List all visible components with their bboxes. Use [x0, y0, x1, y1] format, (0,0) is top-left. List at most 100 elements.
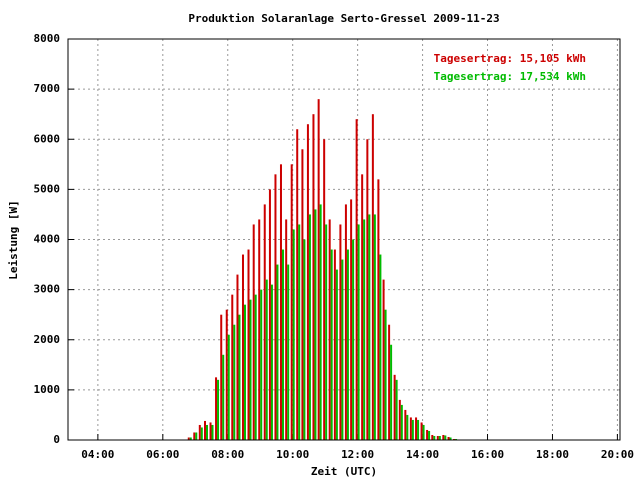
bar	[198, 424, 201, 440]
bar	[258, 219, 261, 440]
bar	[442, 434, 445, 440]
y-tick-label: 3000	[34, 283, 61, 296]
bar	[263, 204, 266, 440]
plot-border	[67, 38, 621, 441]
x-tick-label: 04:00	[81, 448, 114, 461]
x-tick-label: 06:00	[146, 448, 179, 461]
bar	[270, 284, 273, 440]
bar	[433, 435, 436, 440]
bar	[225, 309, 228, 440]
bar	[333, 249, 336, 440]
bar	[382, 279, 385, 440]
bar	[231, 294, 234, 440]
bar	[312, 114, 315, 440]
bar	[187, 437, 190, 440]
bar	[238, 314, 241, 440]
x-tick-label: 08:00	[211, 448, 244, 461]
y-tick-label: 6000	[34, 132, 61, 145]
x-tick-label: 14:00	[406, 448, 439, 461]
bar	[317, 99, 320, 441]
bar	[189, 437, 192, 440]
bar	[285, 219, 288, 440]
bar	[298, 224, 301, 440]
bar	[215, 377, 218, 440]
y-tick-label: 2000	[34, 333, 61, 346]
bar	[211, 424, 214, 440]
bar	[379, 254, 382, 440]
bar	[308, 214, 311, 440]
bar	[357, 224, 360, 440]
bar	[384, 309, 387, 440]
bar	[330, 249, 333, 440]
y-axis-label: Leistung [W]	[7, 200, 20, 279]
bar	[236, 274, 239, 440]
bar	[420, 422, 423, 440]
bar	[417, 419, 420, 440]
bar	[209, 422, 212, 440]
bar	[373, 214, 376, 440]
bar	[428, 430, 431, 440]
bar	[455, 438, 458, 440]
bar	[400, 404, 403, 440]
bar	[368, 214, 371, 440]
bar	[195, 432, 198, 440]
bar	[281, 249, 284, 440]
bar	[222, 354, 225, 440]
bar	[371, 114, 374, 440]
bar	[314, 209, 317, 440]
bar	[303, 239, 306, 440]
bar	[350, 199, 353, 440]
bar	[206, 424, 208, 440]
bar	[227, 334, 230, 440]
bar	[377, 179, 380, 440]
bar	[409, 417, 412, 440]
bar	[422, 424, 425, 440]
bar	[411, 419, 414, 440]
bar	[361, 174, 364, 440]
bar	[243, 304, 246, 440]
y-tick-label: 8000	[34, 32, 61, 45]
bar	[346, 249, 349, 440]
bar	[296, 129, 299, 440]
chart-title: Produktion Solaranlage Serto-Gressel 200…	[188, 12, 499, 25]
legend-entry: Tagesertrag: 17,534 kWh	[434, 70, 586, 83]
bar	[247, 249, 250, 440]
bar	[449, 437, 452, 440]
bar	[355, 119, 358, 440]
bar	[301, 149, 304, 440]
bar	[444, 435, 447, 440]
y-tick-label: 7000	[34, 82, 61, 95]
bar	[268, 189, 271, 440]
bar	[265, 279, 268, 440]
legend-entry: Tagesertrag: 15,105 kWh	[434, 52, 586, 65]
bar	[436, 435, 439, 440]
bar	[276, 264, 279, 440]
bar	[415, 417, 418, 440]
bar	[398, 399, 401, 440]
bar	[290, 164, 293, 440]
bar	[453, 438, 456, 440]
bar	[438, 435, 441, 440]
bar	[328, 219, 331, 440]
bar	[339, 224, 342, 440]
bar	[335, 269, 338, 440]
bar	[390, 344, 393, 440]
y-tick-label: 1000	[34, 383, 61, 396]
bar	[366, 139, 369, 440]
bar	[217, 379, 220, 440]
bar	[388, 324, 391, 440]
bar	[395, 379, 398, 440]
bar	[319, 204, 322, 440]
bar	[306, 124, 309, 441]
bar	[200, 427, 203, 440]
bar	[344, 204, 347, 440]
bar	[292, 229, 295, 440]
y-tick-label: 5000	[34, 182, 61, 195]
bar	[363, 219, 366, 440]
bar	[426, 429, 429, 440]
bar	[287, 264, 290, 440]
y-tick-label: 0	[53, 433, 60, 446]
bar	[241, 254, 244, 440]
x-tick-label: 18:00	[536, 448, 569, 461]
bar	[341, 259, 344, 440]
